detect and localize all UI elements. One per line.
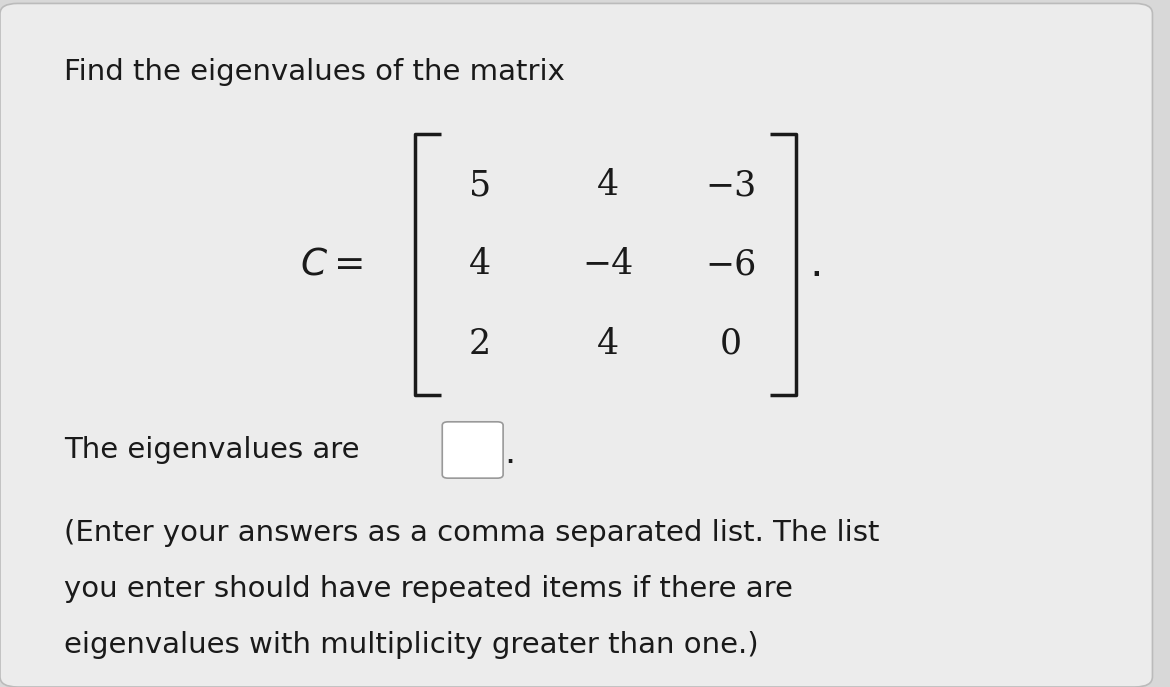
FancyBboxPatch shape xyxy=(442,422,503,478)
Text: The eigenvalues are: The eigenvalues are xyxy=(64,436,360,464)
Text: .: . xyxy=(810,243,824,286)
Text: −3: −3 xyxy=(706,168,757,203)
Text: .: . xyxy=(504,436,516,471)
Text: eigenvalues with multiplicity greater than one.): eigenvalues with multiplicity greater th… xyxy=(64,631,759,660)
Text: you enter should have repeated items if there are: you enter should have repeated items if … xyxy=(64,575,793,603)
Text: $\mathit{C}=$: $\mathit{C}=$ xyxy=(300,247,363,282)
Text: 4: 4 xyxy=(598,168,619,203)
Text: 4: 4 xyxy=(469,247,490,282)
FancyBboxPatch shape xyxy=(0,3,1152,687)
Text: Find the eigenvalues of the matrix: Find the eigenvalues of the matrix xyxy=(64,58,565,87)
Text: −6: −6 xyxy=(706,247,757,282)
Text: −4: −4 xyxy=(583,247,634,282)
Text: 5: 5 xyxy=(469,168,490,203)
Text: 2: 2 xyxy=(469,326,490,361)
Text: (Enter your answers as a comma separated list. The list: (Enter your answers as a comma separated… xyxy=(64,519,880,547)
Text: 4: 4 xyxy=(598,326,619,361)
Text: 0: 0 xyxy=(721,326,742,361)
